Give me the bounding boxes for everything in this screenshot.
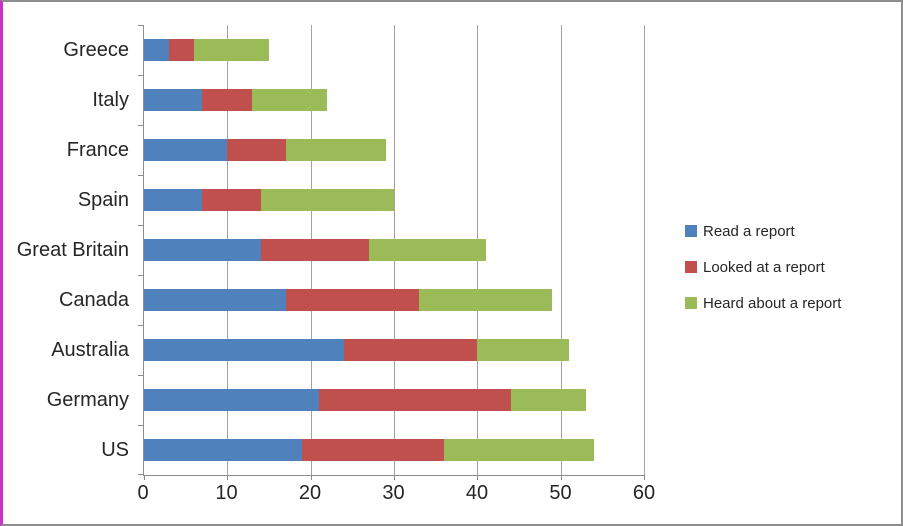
bar-segment (169, 39, 194, 61)
legend-swatch-icon (685, 225, 697, 237)
stacked-bar (144, 89, 644, 111)
bar-segment (510, 389, 586, 411)
bar-row (144, 75, 644, 125)
bar-segment (144, 439, 303, 461)
legend-label: Heard about a report (703, 294, 842, 312)
category-label: Australia (51, 338, 129, 361)
legend-item: Looked at a report (685, 249, 841, 285)
bar-segment (477, 338, 569, 361)
category-label: Canada (58, 289, 129, 311)
bar-row (144, 275, 644, 325)
x-tick-label: 20 (298, 482, 322, 504)
bar-segment (285, 289, 419, 311)
x-tick-label: 0 (137, 482, 149, 504)
x-axis-tick-labels: 0 10 20 30 40 50 60 (137, 482, 655, 505)
y-axis-tick-mark (138, 25, 144, 26)
stacked-bar (144, 338, 644, 361)
bar-segment (443, 439, 594, 461)
y-axis-tick-mark (138, 224, 144, 226)
bar-segment (252, 89, 328, 111)
x-tick-label: 40 (465, 482, 489, 504)
x-tick-label: 10 (215, 482, 238, 504)
bar-segment (319, 389, 511, 411)
category-label: Spain (77, 188, 129, 211)
bar-segment (144, 239, 261, 261)
category-label: France (66, 139, 129, 161)
x-axis-tick-mark (560, 475, 562, 480)
legend-item: Read a report (685, 213, 841, 249)
y-axis-tick-mark (138, 474, 144, 475)
bar-segment (227, 139, 286, 161)
legend-label: Read a report (703, 222, 795, 240)
bar-row (144, 125, 644, 175)
y-axis-tick-mark (138, 324, 144, 326)
bar-segment (202, 188, 261, 211)
bar-segment (144, 89, 203, 111)
gridline (560, 25, 562, 475)
stacked-bar (144, 289, 644, 311)
bar-segment (368, 239, 486, 261)
y-axis-tick-mark (138, 124, 144, 126)
y-axis-tick-mark (138, 424, 144, 426)
category-label: Italy (92, 89, 129, 111)
bar-segment (344, 338, 478, 361)
bar-segment (144, 289, 286, 311)
legend-label: Looked at a report (703, 258, 825, 276)
bar-segment (144, 389, 319, 411)
legend-swatch-icon (685, 261, 697, 273)
y-axis-tick-mark (138, 275, 144, 276)
category-label: Greece (63, 39, 129, 61)
bar-segment (285, 139, 386, 161)
x-tick-label: 50 (549, 482, 572, 504)
bar-segment (144, 39, 169, 61)
bar-row (144, 325, 644, 375)
stacked-bar (144, 39, 644, 61)
legend-item: Heard about a report (685, 285, 841, 321)
x-axis-tick-mark (310, 475, 312, 480)
bar-segment (302, 439, 444, 461)
x-axis-tick-mark (644, 475, 645, 480)
bar-segment (260, 239, 369, 261)
bar-segment (194, 39, 269, 61)
stacked-bar (144, 239, 644, 261)
x-tick-label: 30 (382, 482, 405, 504)
x-axis-tick-mark (394, 475, 395, 480)
bar-row (144, 375, 644, 425)
bar-row (144, 425, 644, 475)
stacked-bar (144, 139, 644, 161)
bar-row (144, 175, 644, 225)
y-axis-tick-mark (138, 174, 144, 176)
stacked-bar (144, 389, 644, 411)
stacked-bar (144, 188, 644, 211)
y-axis-tick-mark (138, 74, 144, 76)
category-label: Germany (46, 389, 129, 411)
x-tick-label: 60 (632, 482, 656, 504)
legend-swatch-icon (685, 297, 697, 309)
x-axis-tick-mark (227, 475, 229, 480)
category-label: Great Britain (16, 239, 129, 261)
x-axis-tick-mark (144, 475, 145, 480)
y-axis-tick-mark (138, 375, 144, 376)
x-axis-tick-mark (477, 475, 479, 480)
bar-segment (144, 188, 203, 211)
bar-segment (418, 289, 553, 311)
y-axis-category-labels: Greece Italy France Spain Great Britain Canad… (3, 25, 129, 475)
bar-segment (144, 338, 344, 361)
category-label: US (101, 439, 129, 461)
plot-area (138, 25, 645, 480)
stacked-bar (144, 439, 644, 461)
bar-segment (144, 139, 228, 161)
legend: Read a report Looked at a report Heard abo… (685, 213, 841, 321)
bar-row (144, 225, 644, 275)
bar-segment (260, 188, 394, 211)
bar-segment (202, 89, 253, 111)
gridline (644, 25, 645, 475)
bar-row (144, 25, 644, 75)
